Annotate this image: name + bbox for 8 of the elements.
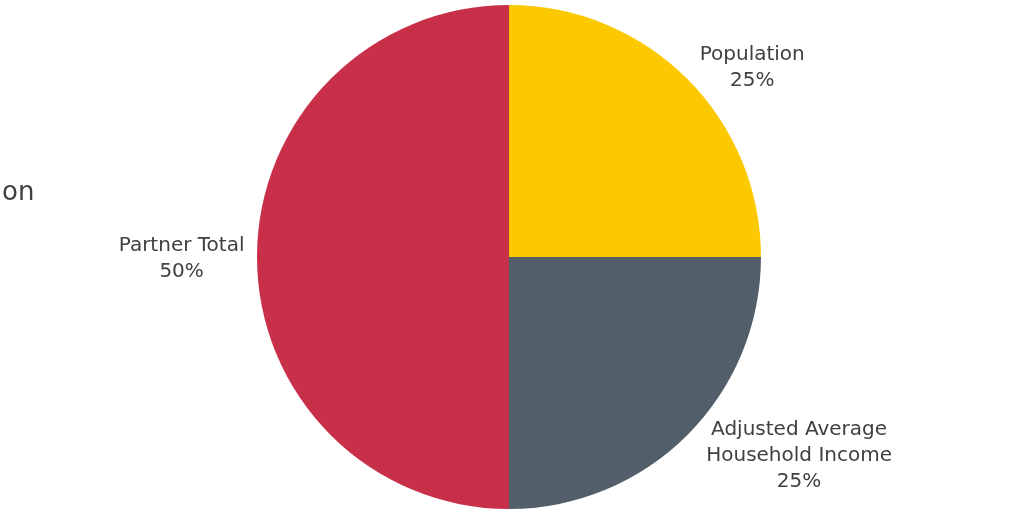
pie-slice — [257, 5, 509, 509]
data-label: 50% — [159, 258, 204, 282]
slice-label: Population — [699, 41, 805, 66]
slice-label: Partner Total — [118, 232, 245, 256]
data-label: 25% — [729, 67, 775, 92]
data-label: 25% — [776, 468, 822, 493]
slice-label: Adjusted Average Household Income — [706, 416, 892, 467]
text: on — [2, 176, 35, 206]
